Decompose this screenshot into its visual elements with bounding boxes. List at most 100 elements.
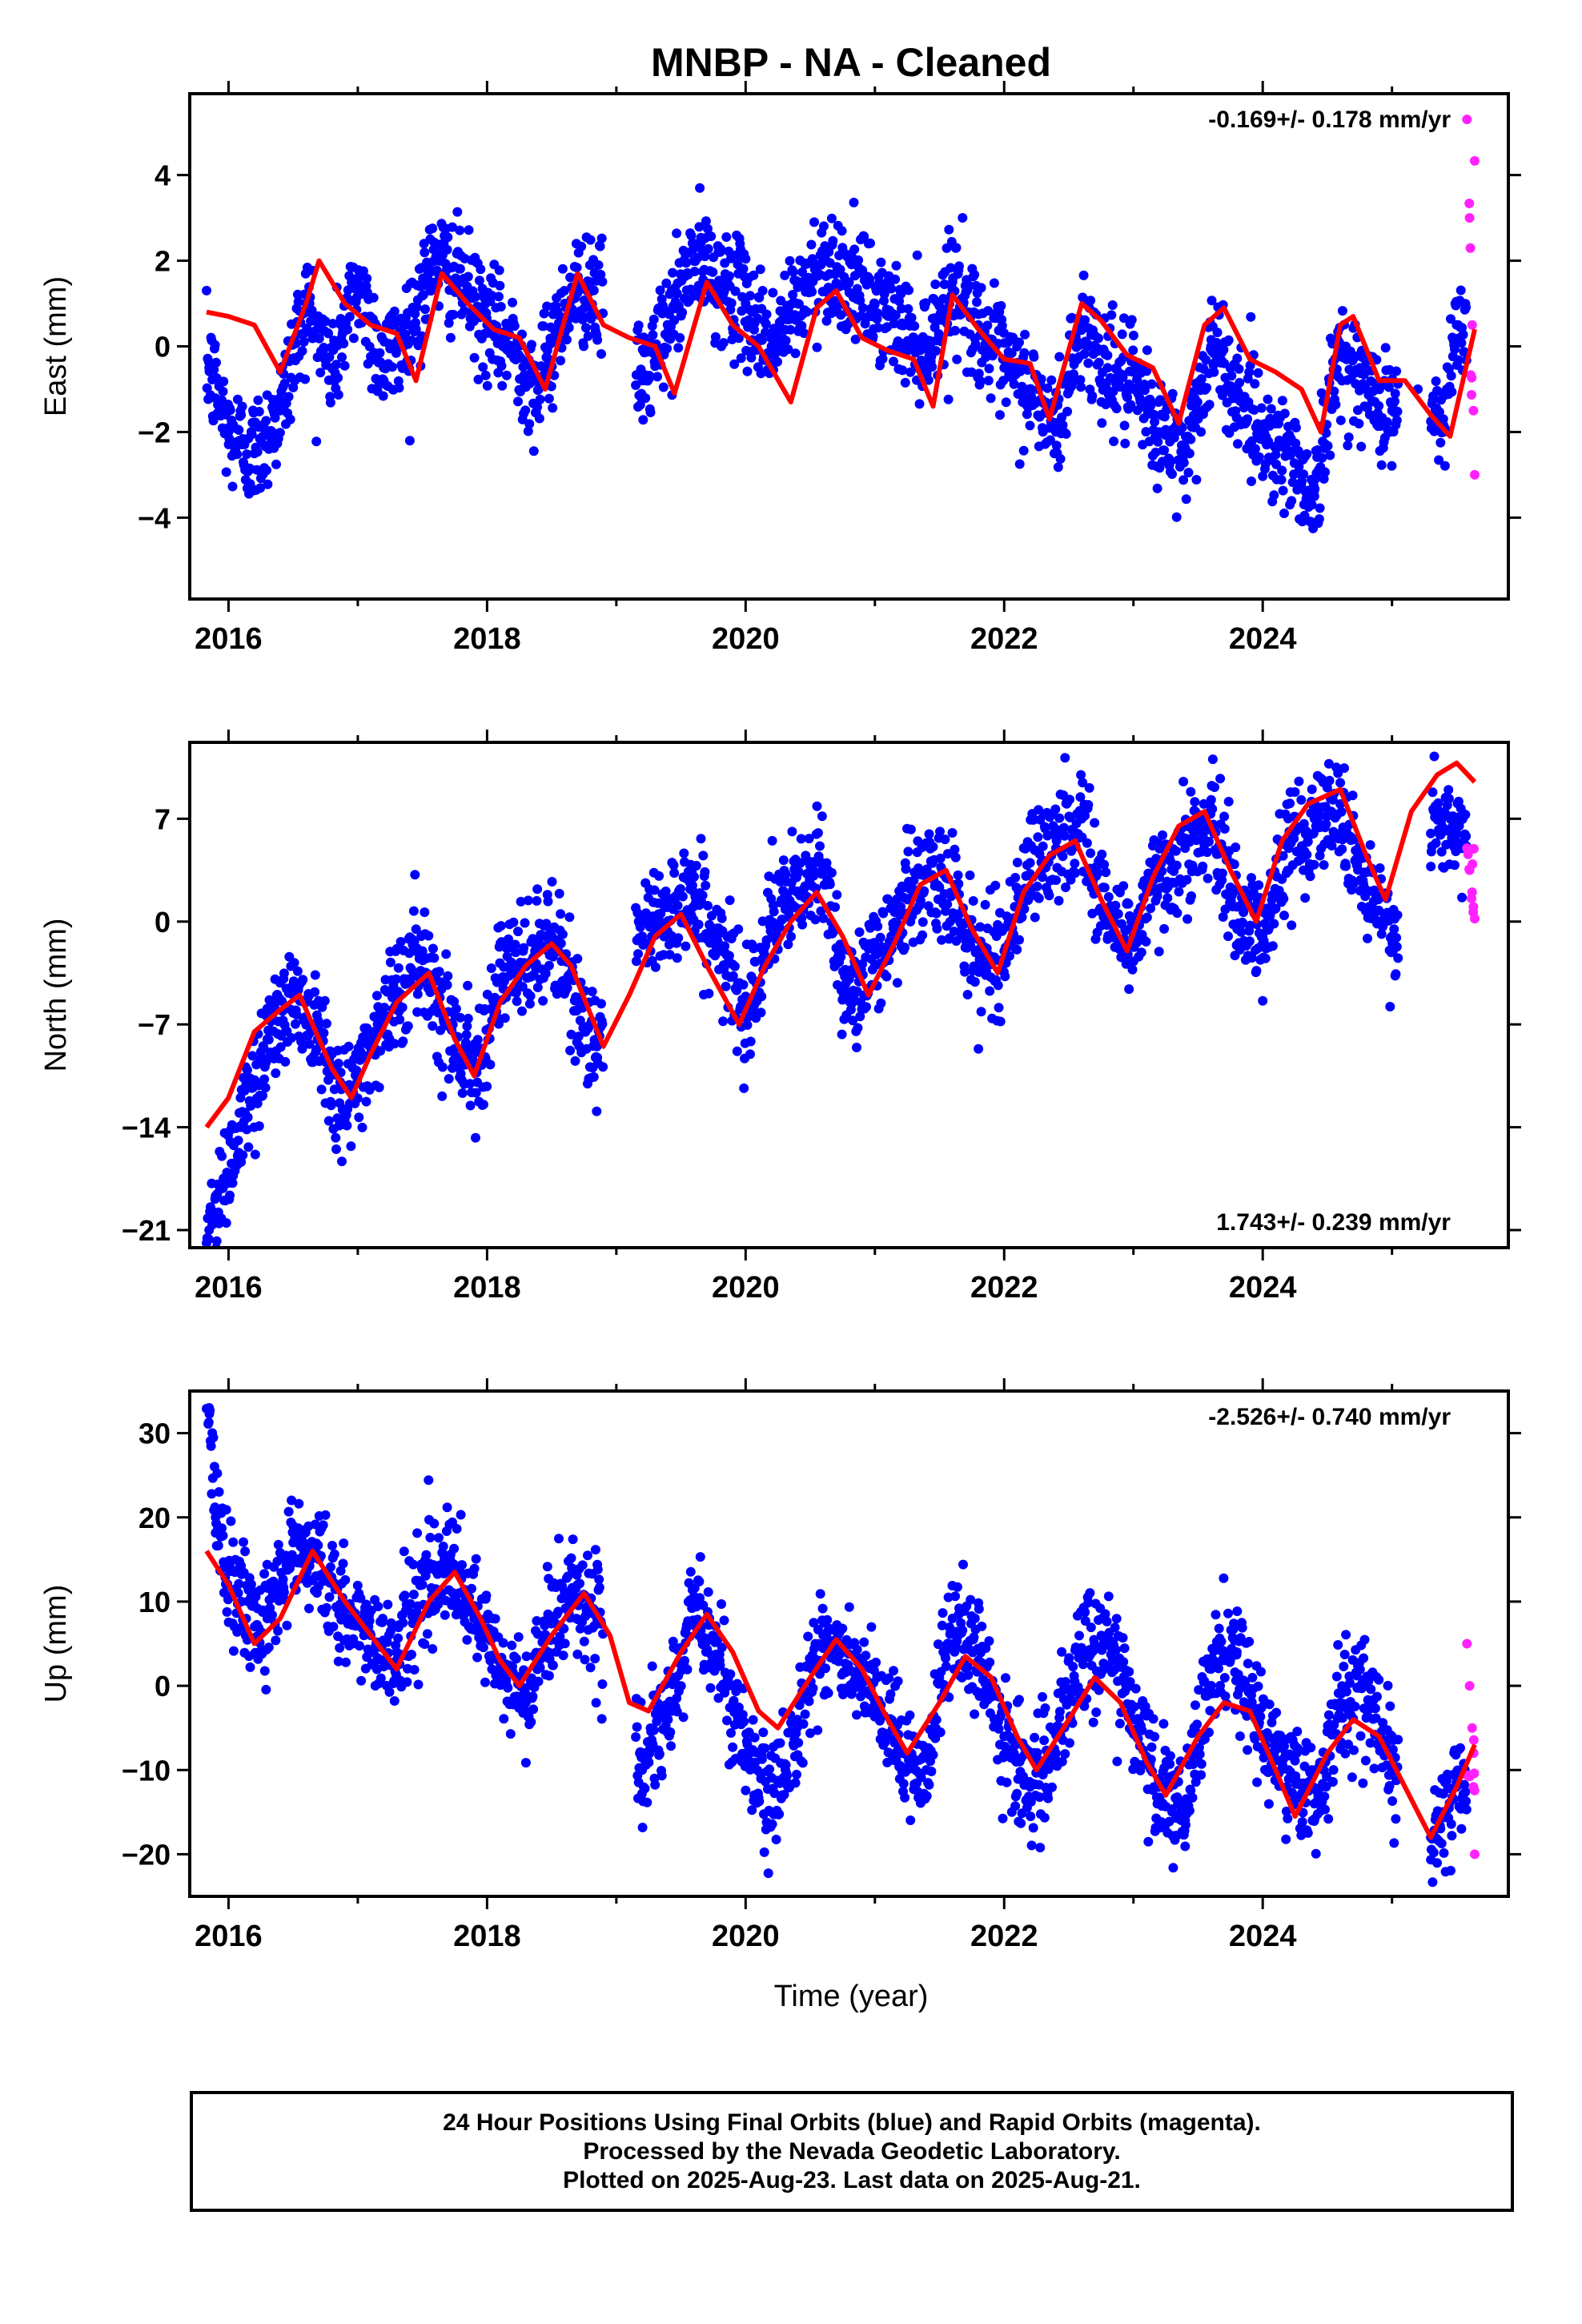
- final-point: [452, 207, 463, 217]
- final-point: [572, 954, 583, 964]
- final-point: [1183, 468, 1194, 478]
- final-point: [886, 283, 897, 294]
- final-point: [354, 1112, 364, 1123]
- x-tick-label: 2020: [712, 1271, 780, 1305]
- final-point: [1361, 384, 1371, 394]
- final-point: [225, 1190, 235, 1200]
- final-point: [1178, 777, 1189, 786]
- final-point: [1053, 462, 1063, 472]
- final-point: [203, 1261, 213, 1270]
- final-point: [1341, 861, 1351, 871]
- final-point: [1020, 329, 1030, 340]
- final-point: [1025, 420, 1035, 431]
- final-point: [648, 314, 659, 324]
- final-point: [1120, 438, 1130, 448]
- final-point: [1307, 500, 1317, 510]
- final-point: [508, 917, 519, 927]
- final-point: [938, 294, 949, 304]
- final-point: [931, 908, 942, 919]
- final-point: [505, 1729, 516, 1739]
- final-point: [1244, 936, 1255, 947]
- final-point: [259, 1074, 270, 1084]
- final-point: [656, 908, 666, 919]
- final-point: [433, 1599, 444, 1610]
- final-point: [783, 344, 793, 355]
- final-point: [976, 1007, 986, 1017]
- final-point: [847, 998, 857, 1008]
- final-point: [482, 380, 492, 391]
- final-point: [361, 1096, 371, 1107]
- final-point: [1250, 379, 1260, 389]
- final-point: [232, 394, 243, 404]
- final-point: [210, 340, 220, 350]
- final-point: [1180, 843, 1191, 854]
- final-point: [283, 1506, 294, 1517]
- final-point: [1123, 899, 1134, 909]
- final-point: [721, 981, 731, 991]
- final-point: [1431, 376, 1441, 386]
- final-point: [275, 428, 285, 438]
- final-point: [903, 304, 913, 314]
- final-point: [736, 353, 746, 364]
- final-point: [410, 870, 420, 880]
- axes-frame: [188, 741, 1510, 1249]
- final-point: [975, 922, 986, 932]
- final-point: [669, 860, 679, 870]
- final-point: [804, 834, 814, 844]
- final-point: [463, 1013, 473, 1023]
- final-point: [966, 367, 977, 377]
- final-point: [783, 939, 793, 950]
- final-point: [773, 356, 782, 367]
- final-point: [556, 909, 566, 919]
- final-point: [228, 1646, 239, 1656]
- final-point: [962, 990, 973, 999]
- final-point: [1247, 873, 1256, 883]
- final-point: [868, 332, 878, 342]
- final-point: [508, 341, 518, 352]
- final-point: [919, 886, 930, 896]
- final-point: [237, 401, 247, 412]
- final-point: [335, 1566, 346, 1576]
- final-point: [1182, 875, 1192, 885]
- final-point: [944, 224, 954, 235]
- rapid-point: [1467, 893, 1476, 903]
- final-point: [1202, 847, 1212, 858]
- final-point: [539, 308, 549, 319]
- final-point: [227, 1178, 238, 1188]
- final-point: [1210, 782, 1219, 792]
- y-tick-label: 4: [155, 159, 171, 192]
- final-point: [326, 1100, 336, 1111]
- final-point: [573, 1031, 584, 1042]
- final-point: [1162, 893, 1173, 903]
- final-point: [745, 291, 755, 301]
- final-point: [412, 989, 423, 999]
- final-point: [1223, 797, 1234, 806]
- final-point: [243, 1112, 253, 1123]
- final-point: [1076, 770, 1086, 780]
- final-point: [391, 348, 401, 358]
- final-point: [597, 276, 608, 287]
- final-point: [532, 402, 543, 412]
- final-point: [239, 1537, 248, 1547]
- final-point: [1154, 872, 1164, 883]
- final-point: [921, 298, 931, 308]
- final-point: [277, 996, 287, 1007]
- final-point: [701, 216, 711, 227]
- final-point: [1101, 867, 1111, 878]
- final-point: [418, 290, 428, 300]
- final-point: [997, 320, 1007, 331]
- final-point: [255, 483, 266, 493]
- final-point: [1158, 830, 1167, 840]
- final-point: [970, 270, 980, 279]
- final-point: [1167, 388, 1178, 399]
- final-point: [1180, 448, 1191, 459]
- final-point: [262, 465, 271, 476]
- final-point: [1127, 964, 1138, 975]
- final-point: [934, 882, 945, 892]
- final-point: [429, 1518, 440, 1529]
- final-point: [1450, 860, 1460, 870]
- final-point: [542, 301, 552, 312]
- final-point: [672, 228, 682, 239]
- final-point: [516, 896, 526, 907]
